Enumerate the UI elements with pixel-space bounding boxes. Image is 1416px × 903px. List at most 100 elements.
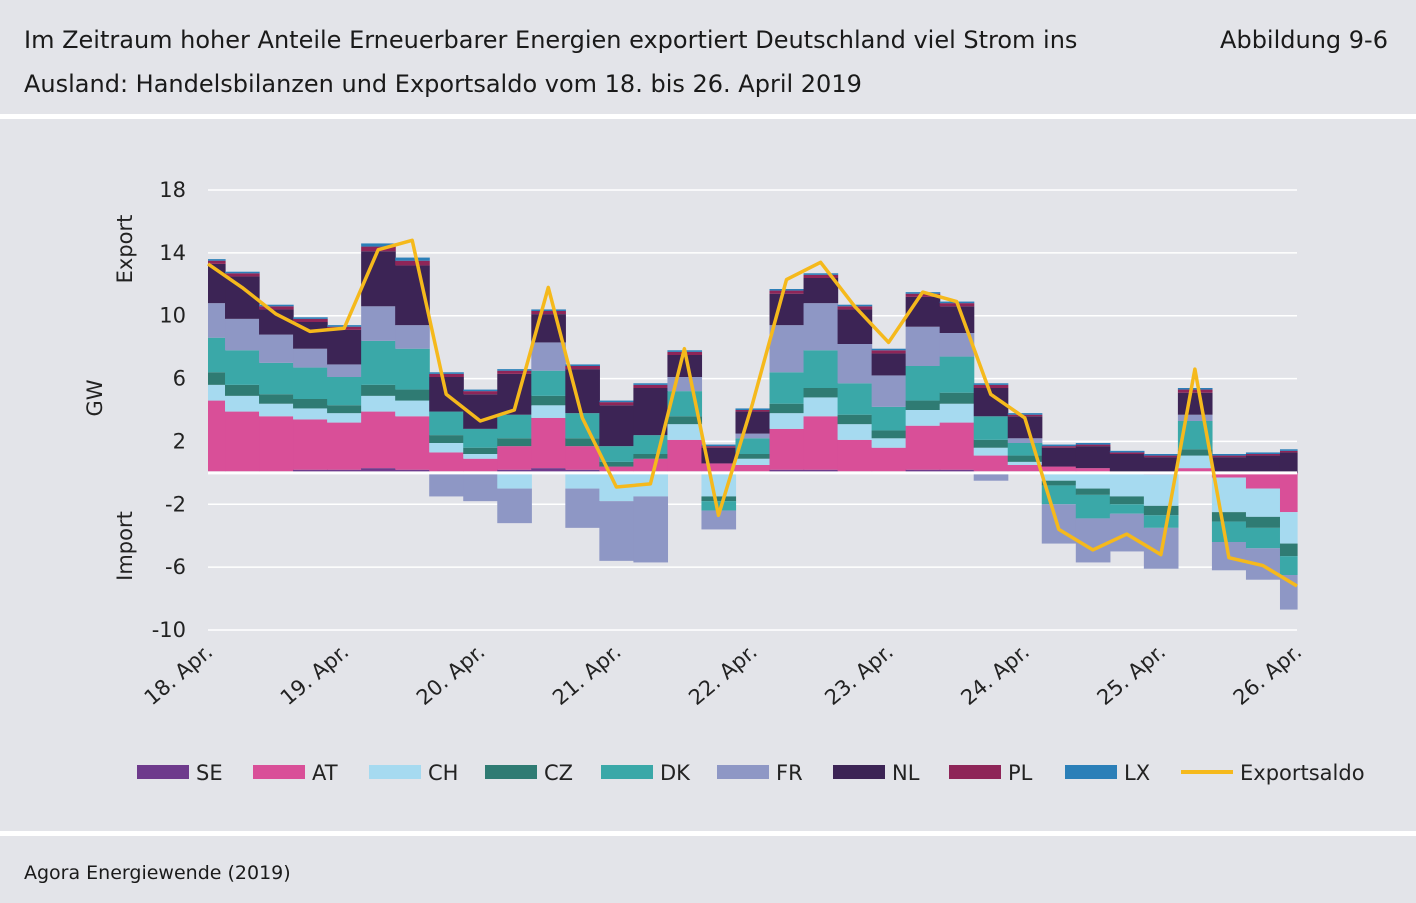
exportsaldo-line-group [207, 238, 1298, 588]
bar-segment-at [1041, 466, 1077, 472]
bar-segment-dk [395, 348, 430, 390]
bar-segment-ch [1109, 472, 1145, 497]
bar-segment-lx [973, 383, 1009, 385]
bar-segment-pl [1245, 454, 1281, 456]
bar-segment-pl [871, 350, 907, 354]
bar-segment-at [735, 465, 771, 472]
bar-segment-cz [463, 447, 498, 454]
bar-segment-lx [1007, 413, 1043, 415]
bar-segment-cz [1279, 543, 1298, 557]
bar-segment-at [395, 416, 430, 470]
bar-segment-pl [208, 260, 226, 264]
bar-segment-cz [1075, 488, 1111, 495]
bar-segment-fr [395, 325, 430, 349]
bar-segment-at [293, 419, 328, 470]
y-tick-label: -6 [165, 555, 186, 579]
x-axis-ticks: 18. Apr. 19. Apr. 20. Apr. 21. Apr. 22. Apr.… [140, 639, 1307, 710]
bar-segment-nl [1211, 457, 1247, 473]
y-tick-label: -2 [165, 492, 186, 516]
bar-segment-fr [463, 472, 498, 502]
bar-segment-cz [293, 399, 328, 409]
bar-segment-at [429, 452, 464, 472]
bar-segment-lx [735, 408, 771, 410]
bar-segment-cz [565, 438, 600, 447]
bar-segment-cz [1245, 516, 1281, 528]
bar-segment-at [225, 411, 260, 472]
bar-segment-cz [939, 392, 975, 404]
bar-segment-ch [1041, 472, 1077, 481]
bar-segment-dk [1245, 527, 1281, 549]
bar-segment-fr [293, 348, 328, 368]
legend-swatch-ch [369, 765, 421, 779]
legend-swatch-dk [601, 765, 653, 779]
bar-segment-cz [667, 416, 703, 425]
bar-segment-lx [429, 372, 464, 374]
bar-segment-at [905, 425, 941, 470]
bar-segment-nl [1143, 457, 1179, 473]
bar-segment-se [905, 469, 941, 473]
bar-segment-se [293, 469, 328, 473]
bar-segment-lx [1211, 454, 1247, 456]
bar-segment-lx [225, 271, 260, 274]
y-axis-label: GW [83, 379, 107, 416]
legend-swatch-lx [1065, 765, 1117, 779]
bar-segment-cz [208, 372, 226, 385]
bar-segment-se [361, 468, 396, 473]
bar-segment-pl [599, 402, 634, 406]
bar-segment-cz [259, 394, 294, 404]
bar-segment-at [1245, 472, 1281, 489]
bar-segment-cz [735, 454, 771, 459]
bar-segment-pl [633, 384, 669, 388]
bar-segment-lx [1041, 444, 1077, 447]
bar-segment-ch [1245, 488, 1281, 517]
bar-segment-nl [667, 355, 703, 377]
bar-segment-at [973, 455, 1009, 472]
bar-segment-se [327, 469, 362, 473]
x-tick-label: 26. Apr. [1229, 639, 1307, 710]
bar-segment-nl [1041, 447, 1077, 467]
bar-segment-nl [701, 447, 737, 464]
bar-segment-pl [735, 410, 771, 412]
bar-segment-pl [1007, 414, 1043, 417]
bar-segment-fr [735, 433, 771, 439]
bar-segment-se [769, 469, 805, 473]
bar-segment-dk [905, 366, 941, 401]
bar-segment-dk [939, 356, 975, 393]
x-tick-label: 25. Apr. [1092, 639, 1170, 710]
bar-segment-pl [497, 370, 532, 374]
bar-segment-pl [1279, 450, 1298, 453]
bottom-divider [0, 831, 1416, 836]
bar-segment-at [208, 400, 226, 472]
bar-segment-lx [1177, 388, 1213, 390]
bar-segment-pl [1143, 455, 1179, 458]
bar-segment-cz [395, 389, 430, 401]
legend-label: NL [892, 761, 920, 785]
legend-label: CZ [544, 761, 573, 785]
bar-segment-fr [1007, 438, 1043, 443]
bar-segment-pl [1109, 452, 1145, 454]
bar-segment-ch [871, 438, 907, 448]
bar-segment-pl [293, 318, 328, 322]
bar-segment-dk [225, 350, 260, 385]
bar-segment-fr [939, 333, 975, 357]
bar-segment-ch [327, 413, 362, 423]
bar-segment-nl [803, 278, 839, 304]
legend-label: CH [428, 761, 458, 785]
bar-segment-dk [837, 383, 873, 415]
y-axis-label-export: Export [113, 215, 137, 284]
bar-segment-dk [327, 377, 362, 406]
bar-segment-dk [208, 337, 226, 373]
bar-segment-cz [871, 430, 907, 439]
bar-segment-se [565, 469, 600, 473]
bar-segment-se [803, 469, 839, 473]
legend-swatch-pl [949, 765, 1001, 779]
bar-segment-ch [939, 403, 975, 423]
bar-segment-ch [1075, 472, 1111, 489]
bar-segment-ch [208, 384, 226, 401]
bar-segment-cz [327, 405, 362, 414]
bar-segment-ch [1177, 455, 1213, 469]
bar-segment-cz [1211, 512, 1247, 522]
bar-segment-fr [565, 488, 600, 528]
bar-segment-ch [973, 447, 1009, 456]
